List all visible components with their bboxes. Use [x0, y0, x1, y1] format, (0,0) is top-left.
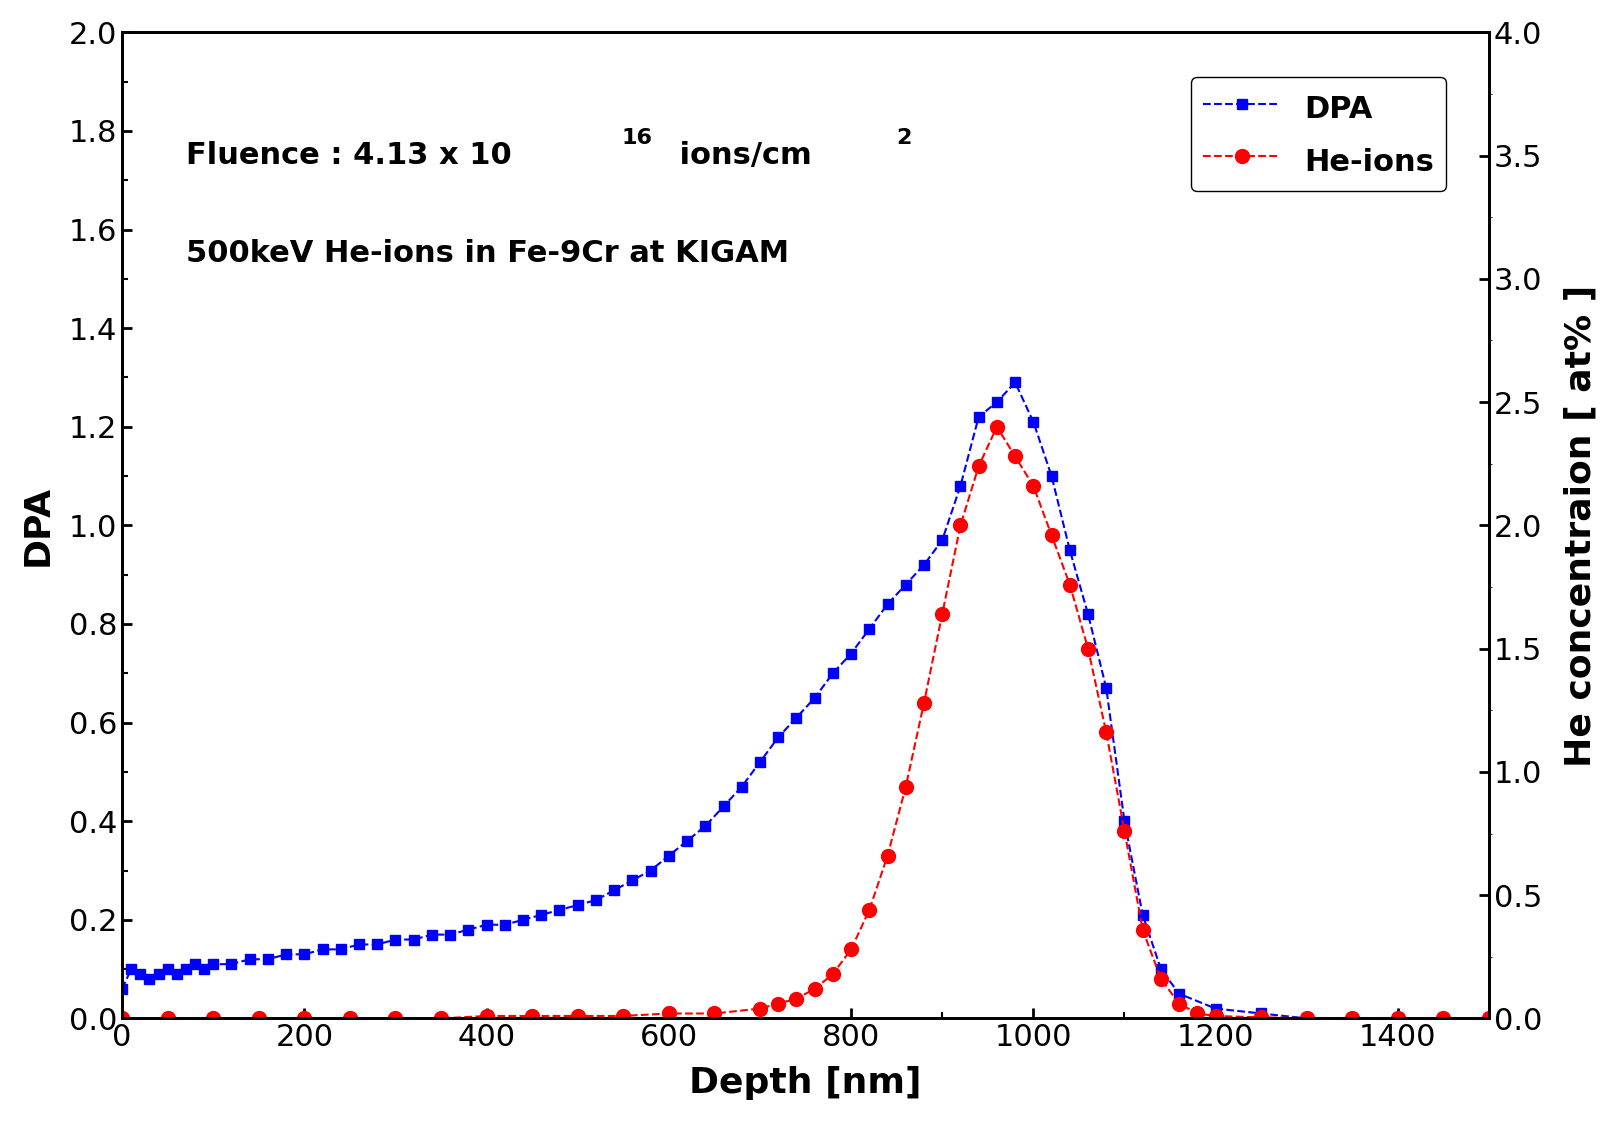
He-ions [969, 460, 989, 473]
He-ions [751, 1002, 770, 1016]
He-ions [896, 780, 916, 794]
He-ions [951, 519, 971, 532]
Text: Fluence : 4.13 x 10: Fluence : 4.13 x 10 [186, 141, 511, 169]
He-ions [879, 849, 898, 862]
He-ions [1170, 997, 1189, 1010]
He-ions [932, 608, 951, 621]
Line: DPA: DPA [116, 378, 1493, 1023]
Legend: DPA, He-ions: DPA, He-ions [1191, 77, 1446, 192]
He-ions [1097, 725, 1116, 739]
He-ions [112, 1011, 131, 1025]
He-ions [914, 696, 934, 710]
He-ions [1024, 479, 1044, 492]
He-ions [385, 1011, 404, 1025]
Y-axis label: DPA: DPA [21, 484, 55, 566]
DPA [641, 864, 660, 878]
DPA [1205, 1002, 1225, 1016]
He-ions [294, 1011, 314, 1025]
DPA [131, 967, 150, 981]
He-ions [1005, 450, 1024, 463]
Text: 500keV He-ions in Fe-9Cr at KIGAM: 500keV He-ions in Fe-9Cr at KIGAM [186, 240, 790, 268]
He-ions [1152, 972, 1171, 985]
DPA [112, 982, 131, 995]
He-ions [204, 1011, 223, 1025]
He-ions [613, 1009, 633, 1022]
He-ions [249, 1011, 269, 1025]
He-ions [1388, 1011, 1408, 1025]
Text: 2: 2 [896, 129, 913, 148]
He-ions [523, 1009, 542, 1022]
He-ions [824, 967, 843, 981]
He-ions [859, 904, 879, 917]
He-ions [769, 997, 788, 1010]
He-ions [1078, 642, 1097, 656]
He-ions [804, 982, 824, 995]
He-ions [1251, 1011, 1270, 1025]
X-axis label: Depth [nm]: Depth [nm] [689, 1066, 922, 1100]
DPA [1479, 1011, 1498, 1025]
He-ions [705, 1007, 725, 1020]
He-ions [841, 943, 861, 956]
He-ions [1434, 1011, 1453, 1025]
Y-axis label: He concentraion [ at% ]: He concentraion [ at% ] [1563, 285, 1597, 767]
He-ions [1060, 577, 1079, 591]
He-ions [477, 1009, 497, 1022]
He-ions [1115, 824, 1134, 837]
He-ions [340, 1011, 359, 1025]
He-ions [1042, 528, 1061, 541]
He-ions [1298, 1011, 1317, 1025]
DPA [786, 711, 806, 724]
He-ions [1205, 1009, 1225, 1022]
Text: 16: 16 [621, 129, 652, 148]
DPA [1005, 376, 1024, 389]
He-ions [1479, 1011, 1498, 1025]
Text: ions/cm: ions/cm [668, 141, 812, 169]
He-ions [1133, 923, 1152, 936]
He-ions [1188, 1007, 1207, 1020]
He-ions [786, 992, 806, 1006]
Line: He-ions: He-ions [115, 420, 1497, 1026]
He-ions [159, 1011, 178, 1025]
DPA [1298, 1011, 1317, 1025]
He-ions [659, 1007, 678, 1020]
He-ions [987, 420, 1006, 434]
He-ions [432, 1011, 451, 1025]
DPA [204, 957, 223, 971]
He-ions [1343, 1011, 1362, 1025]
He-ions [568, 1009, 587, 1022]
DPA [1388, 1011, 1408, 1025]
